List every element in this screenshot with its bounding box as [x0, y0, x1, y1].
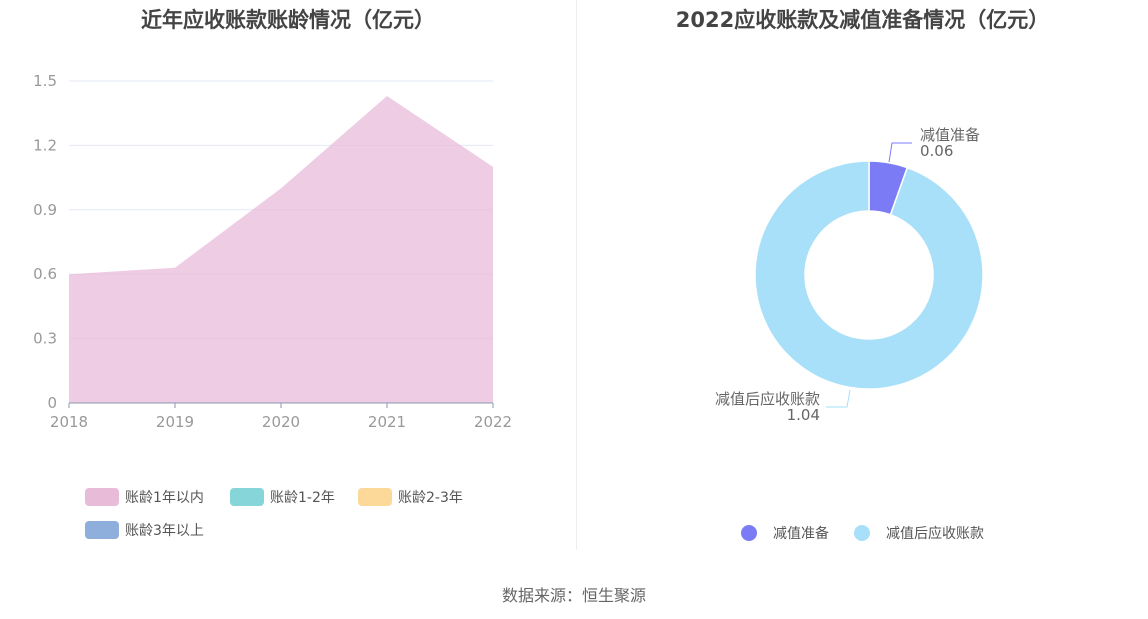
legend-item-1[interactable]: 账龄1-2年 — [230, 487, 335, 507]
legend-item-0[interactable]: 账龄1年以内 — [85, 487, 204, 507]
pie-legend-item-0[interactable]: 减值准备 — [741, 523, 829, 543]
y-tick-label: 0.6 — [33, 265, 57, 283]
slice-label-name: 减值后应收账款 — [715, 390, 820, 408]
donut-chart-title: 2022应收账款及减值准备情况（亿元） — [675, 8, 1050, 32]
legend-label: 账龄2-3年 — [398, 490, 463, 506]
legend-swatch — [358, 488, 392, 506]
legend-swatch — [85, 488, 119, 506]
x-tick-label: 2022 — [474, 413, 512, 431]
area-chart-title: 近年应收账款账龄情况（亿元） — [141, 8, 435, 32]
legend-dot — [854, 525, 870, 541]
y-tick-label: 1.2 — [33, 136, 57, 154]
y-tick-label: 0.3 — [33, 330, 57, 348]
source-note: 数据来源：恒生聚源 — [501, 586, 646, 605]
divider — [576, 0, 577, 550]
legend-label: 减值准备 — [773, 526, 829, 542]
legend-label: 账龄1年以内 — [125, 490, 204, 506]
area-series-账龄1年以内 — [69, 96, 493, 403]
y-tick-label: 0.9 — [33, 201, 57, 219]
legend-item-2[interactable]: 账龄2-3年 — [358, 487, 463, 507]
legend-label: 账龄3年以上 — [125, 523, 204, 539]
y-tick-label: 0 — [47, 394, 57, 412]
label-line — [888, 142, 912, 163]
donut-slice-1 — [754, 160, 984, 390]
slice-label-value: 1.04 — [787, 406, 820, 424]
x-tick-label: 2019 — [156, 413, 194, 431]
legend-dot — [741, 525, 757, 541]
legend-swatch — [230, 488, 264, 506]
x-tick-label: 2021 — [368, 413, 406, 431]
legend-label: 账龄1-2年 — [270, 490, 335, 506]
x-tick-label: 2018 — [50, 413, 88, 431]
slice-label-name: 减值准备 — [920, 126, 980, 144]
legend-swatch — [85, 521, 119, 539]
pie-legend-item-1[interactable]: 减值后应收账款 — [854, 523, 984, 543]
y-tick-label: 1.5 — [33, 72, 57, 90]
x-tick-label: 2020 — [262, 413, 300, 431]
label-line — [826, 389, 851, 408]
legend-label: 减值后应收账款 — [886, 526, 984, 542]
legend-item-3[interactable]: 账龄3年以上 — [85, 520, 204, 540]
slice-label-value: 0.06 — [920, 142, 953, 160]
